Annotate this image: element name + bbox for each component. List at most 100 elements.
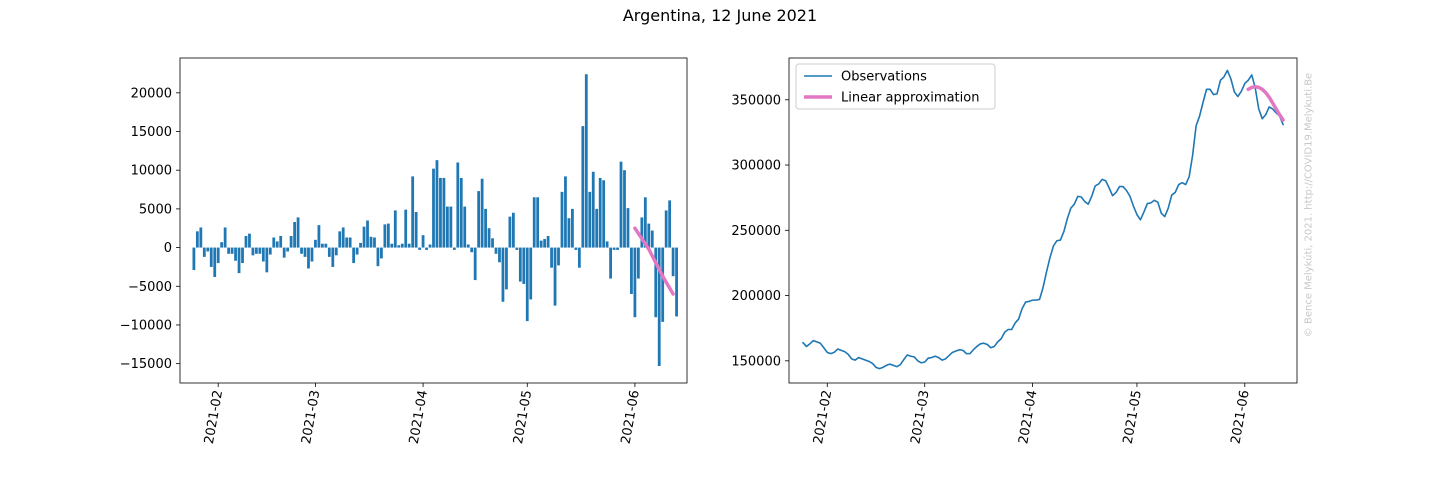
bar — [605, 241, 609, 248]
bar — [320, 243, 324, 248]
legend: Observations Linear approximation — [795, 63, 996, 110]
watermark-text: © Bence Melykúti, 2021. http://COVID19.M… — [1303, 72, 1315, 338]
bar — [192, 247, 196, 271]
bar — [508, 216, 512, 248]
bar — [366, 220, 369, 248]
observations-line — [802, 69, 1284, 370]
bar — [470, 247, 474, 253]
x-tick-label: 2021-04 — [407, 389, 431, 445]
bar — [466, 244, 470, 248]
bar — [543, 239, 547, 248]
bar — [539, 240, 543, 248]
bar — [661, 247, 665, 322]
bar — [369, 236, 373, 248]
x-tick-label: 2021-04 — [1016, 389, 1040, 445]
bar — [664, 210, 668, 248]
x-tick-label: 2021-06 — [619, 389, 643, 445]
bar — [668, 200, 672, 248]
bar — [241, 247, 244, 264]
bar — [532, 197, 536, 248]
bar — [536, 197, 540, 248]
y-tick-label: 15000 — [131, 125, 172, 140]
bar — [675, 247, 678, 317]
bar — [359, 242, 362, 248]
bar — [612, 247, 616, 250]
x-tick-label: 2021-03 — [908, 389, 932, 445]
bar — [602, 180, 606, 248]
bar — [404, 209, 408, 248]
bar — [223, 227, 227, 248]
bar — [376, 247, 380, 267]
x-tick-label: 2021-02 — [202, 389, 226, 445]
bar — [463, 206, 467, 248]
y-tick-label: 5000 — [139, 202, 172, 217]
bar — [414, 211, 418, 248]
bar — [331, 247, 335, 267]
bar — [314, 239, 317, 248]
data-marks — [802, 69, 1285, 370]
bar — [581, 126, 585, 248]
bar — [498, 247, 501, 263]
bar — [643, 197, 647, 248]
bar — [473, 247, 477, 281]
x-tick-label: 2021-05 — [1121, 389, 1145, 445]
bar — [595, 208, 599, 248]
bar — [338, 231, 342, 248]
bar — [484, 208, 487, 248]
bar — [397, 245, 401, 248]
y-tick-label: −15000 — [120, 357, 172, 372]
bar — [282, 247, 286, 258]
y-tick-label: −10000 — [120, 318, 172, 333]
bar — [418, 247, 421, 250]
bar — [522, 247, 526, 284]
bar — [213, 247, 217, 277]
bar — [571, 208, 574, 248]
bar — [518, 247, 522, 282]
bar — [616, 247, 619, 250]
bar — [220, 242, 224, 248]
bar — [334, 247, 338, 256]
bar — [400, 243, 404, 248]
bar — [352, 247, 356, 264]
bar — [251, 247, 255, 256]
bar — [487, 228, 491, 248]
x-tick-label: 2021-06 — [1229, 389, 1253, 445]
bar — [619, 161, 623, 248]
bar — [386, 223, 390, 248]
bar — [345, 237, 349, 248]
bar — [248, 233, 251, 248]
bar — [456, 162, 460, 248]
bar — [307, 247, 310, 269]
bar — [303, 247, 307, 257]
bar — [373, 237, 376, 248]
bar — [348, 237, 352, 248]
bar — [279, 235, 283, 248]
bar — [216, 247, 220, 264]
bar — [293, 222, 296, 248]
bar — [421, 235, 425, 248]
bar — [584, 74, 588, 248]
bar — [505, 247, 508, 290]
legend-label: Linear approximation — [841, 91, 979, 106]
y-tick-label: 300000 — [731, 159, 781, 174]
x-tick-label: 2021-05 — [511, 389, 535, 445]
bar — [442, 177, 446, 248]
bar — [289, 235, 293, 248]
bar — [640, 217, 644, 248]
bar — [296, 217, 300, 248]
bar — [671, 247, 675, 277]
y-tick-label: 150000 — [731, 354, 781, 369]
bar — [449, 206, 453, 248]
bar — [199, 227, 203, 248]
legend-label: Observations — [841, 70, 927, 85]
bar — [564, 176, 567, 248]
legend-box — [795, 63, 996, 110]
bar — [362, 226, 366, 248]
bar — [234, 247, 237, 261]
bar — [300, 247, 303, 254]
bar — [525, 247, 529, 322]
bar — [268, 247, 272, 255]
bar — [237, 247, 241, 274]
